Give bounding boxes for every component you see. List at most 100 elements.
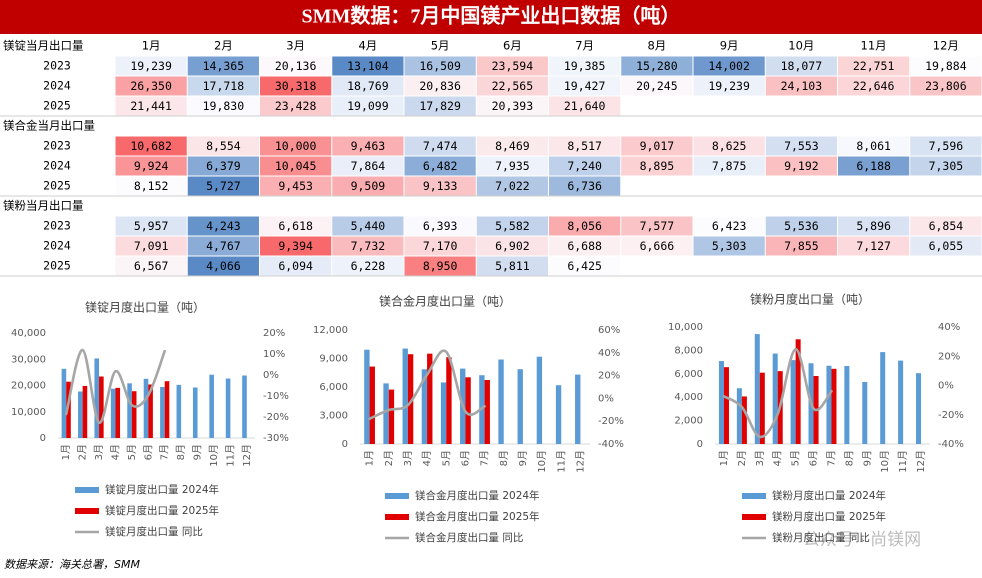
table-cell: 20,245 xyxy=(636,79,678,93)
heat-cell xyxy=(260,156,332,176)
table-cell: 19,239 xyxy=(130,59,172,73)
yoy-line xyxy=(64,348,167,424)
bar xyxy=(536,356,543,444)
chart-title: 镁粉月度出口量（吨） xyxy=(750,292,870,307)
bar xyxy=(66,381,71,438)
x-tick-label: 7月 xyxy=(479,450,491,466)
heat-cell xyxy=(765,76,837,96)
heat-cell xyxy=(187,136,259,156)
heat-cell xyxy=(621,56,693,76)
x-tick-label: 11月 xyxy=(555,450,567,473)
heat-cell xyxy=(549,236,621,256)
table-cell: 8,517 xyxy=(567,139,602,153)
y2-tick-label: -40% xyxy=(598,439,624,450)
heat-cell xyxy=(476,256,548,276)
table-cell: 6,618 xyxy=(278,219,313,233)
y2-tick-label: -20% xyxy=(598,416,624,427)
table-cell: 7,474 xyxy=(423,139,458,153)
column-header: 8月 xyxy=(647,39,666,53)
chart-title: 镁锭月度出口量（吨） xyxy=(85,300,205,315)
heat-cell xyxy=(693,136,765,156)
y-tick-label: 0 xyxy=(342,439,348,450)
bar xyxy=(759,372,765,444)
x-tick-label: 2月 xyxy=(77,444,89,460)
bar xyxy=(880,352,886,444)
y-tick-label: 0 xyxy=(697,439,703,450)
heat-cell xyxy=(476,56,548,76)
table-cell: 7,240 xyxy=(567,159,602,173)
bar xyxy=(94,358,100,438)
heat-cell xyxy=(404,236,476,256)
yoy-line xyxy=(722,347,833,439)
bar xyxy=(364,349,370,444)
y2-tick-label: 40% xyxy=(938,322,960,333)
heat-cell xyxy=(476,76,548,96)
column-header: 11月 xyxy=(861,39,887,53)
bar xyxy=(736,388,742,444)
y-tick-label: 9,000 xyxy=(319,354,348,365)
heat-cell xyxy=(260,96,332,116)
table-cell: 10,682 xyxy=(130,139,172,153)
column-header: 7月 xyxy=(575,39,594,53)
heat-cell xyxy=(115,76,187,96)
y-tick-label: 8,000 xyxy=(674,345,703,356)
x-tick-label: 12月 xyxy=(915,450,927,473)
bar xyxy=(790,360,796,444)
bar xyxy=(407,354,414,444)
section-header: 镁锭当月出口量 xyxy=(3,39,84,53)
heat-cell xyxy=(404,96,476,116)
y2-tick-label: 20% xyxy=(938,351,960,362)
bar xyxy=(143,378,149,438)
y-tick-label: 4,000 xyxy=(674,392,703,403)
y-tick-label: 6,000 xyxy=(319,382,348,393)
heat-cell xyxy=(910,156,982,176)
heat-cell xyxy=(260,76,332,96)
bar xyxy=(555,385,562,444)
heat-cell xyxy=(187,76,259,96)
heat-cell xyxy=(115,236,187,256)
bar xyxy=(465,377,471,444)
heat-cell xyxy=(838,236,910,256)
y-tick-label: 0 xyxy=(40,433,46,444)
table-cell: 15,280 xyxy=(636,59,678,73)
table-cell: 5,440 xyxy=(351,219,386,233)
table-cell: 21,441 xyxy=(130,99,172,113)
x-tick-label: 12月 xyxy=(574,450,586,473)
table-cell: 6,854 xyxy=(929,219,964,233)
table-cell: 7,091 xyxy=(134,239,169,253)
y2-tick-label: 20% xyxy=(263,328,285,339)
row-label: 2025 xyxy=(43,259,71,273)
heat-cell xyxy=(838,56,910,76)
bar xyxy=(723,367,729,444)
heat-cell xyxy=(115,256,187,276)
table-cell: 8,895 xyxy=(640,159,675,173)
column-header: 12月 xyxy=(933,39,959,53)
heat-cell xyxy=(187,236,259,256)
x-tick-label: 3月 xyxy=(93,444,105,460)
heat-cell xyxy=(765,236,837,256)
chart: 镁合金月度出口量（吨） 0 3,000 6,000 9,000 12,000 -40% -20… xyxy=(313,294,624,545)
legend-swatch xyxy=(385,514,409,520)
heat-cell xyxy=(476,216,548,236)
heat-cell xyxy=(476,96,548,116)
heat-cell xyxy=(693,236,765,256)
bar xyxy=(192,387,198,438)
table-cell: 9,453 xyxy=(278,179,313,193)
column-header: 9月 xyxy=(720,39,739,53)
table-cell: 6,228 xyxy=(351,259,386,273)
x-tick-label: 7月 xyxy=(159,444,171,460)
table-cell: 18,077 xyxy=(781,59,823,73)
row-label: 2024 xyxy=(43,239,71,253)
y2-tick-label: 0% xyxy=(598,393,614,404)
heat-cell xyxy=(838,216,910,236)
x-tick-label: 9月 xyxy=(517,450,529,466)
table-cell: 7,875 xyxy=(712,159,747,173)
bar xyxy=(388,389,395,444)
x-tick-label: 7月 xyxy=(825,450,837,466)
legend-label: 镁合金月度出口量 2025年 xyxy=(415,510,540,523)
heat-cell xyxy=(187,256,259,276)
legend-swatch xyxy=(742,493,766,499)
table-cell: 8,152 xyxy=(134,179,169,193)
row-label: 2023 xyxy=(43,59,71,73)
